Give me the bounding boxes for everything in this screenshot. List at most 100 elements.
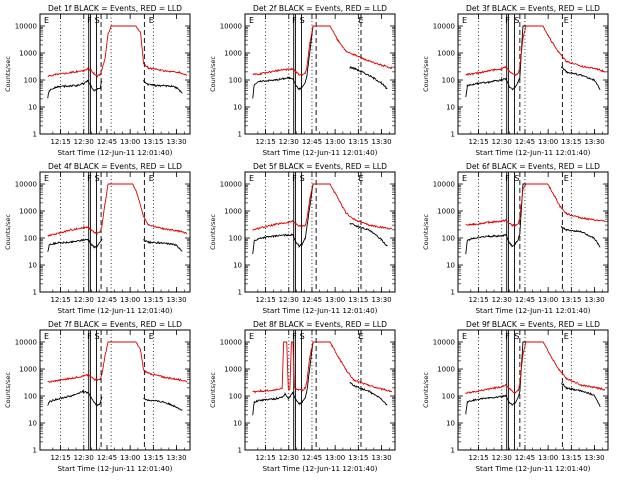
chart-title: Det 1f BLACK = Events, RED = LLD <box>48 4 182 13</box>
y-tick-label: 100 <box>24 77 37 85</box>
chart-title: Det 5f BLACK = Events, RED = LLD <box>253 162 387 171</box>
y-tick-label: 100 <box>229 235 242 243</box>
x-tick-label: 12:30 <box>74 454 94 462</box>
events-series-line <box>47 389 183 411</box>
events-series-line <box>252 183 388 255</box>
y-tick-label: 1000 <box>224 208 242 216</box>
x-tick-label: 13:00 <box>538 296 558 304</box>
y-tick-label: 100 <box>442 77 455 85</box>
marker-label-f: F <box>505 16 510 25</box>
y-tick-label: 1 <box>33 289 37 297</box>
lld-series-line <box>47 341 188 383</box>
x-tick-label: 12:30 <box>74 296 94 304</box>
events-series-line <box>47 238 183 252</box>
chart-panel-det3: Det 3f BLACK = Events, RED = LLD Counts/s… <box>422 4 609 157</box>
x-tick-label: 13:00 <box>538 138 558 146</box>
marker-label-e: E <box>358 16 363 25</box>
x-tick-label: 12:15 <box>50 454 70 462</box>
plot-area <box>252 172 393 292</box>
marker-label-e-left: E <box>44 16 49 25</box>
plot-frame <box>244 329 396 451</box>
events-series-line <box>252 25 388 99</box>
chart-panel-det5: Det 5f BLACK = Events, RED = LLD Counts/s… <box>209 162 396 315</box>
y-tick-label: 1000 <box>437 50 455 58</box>
y-tick-label: 10000 <box>433 181 455 189</box>
marker-label-e-left: E <box>462 16 467 25</box>
y-tick-label: 10 <box>28 104 37 112</box>
y-axis-label: Counts/sec <box>209 56 217 92</box>
marker-label-s: S <box>95 174 100 183</box>
plot-frame <box>39 329 191 451</box>
x-tick-label: 13:15 <box>143 138 163 146</box>
x-tick-label: 13:00 <box>325 296 345 304</box>
y-tick-label: 1 <box>238 447 242 455</box>
y-tick-label: 1000 <box>224 50 242 58</box>
x-tick-label: 12:45 <box>515 454 535 462</box>
x-tick-label: 12:30 <box>492 138 512 146</box>
x-tick-label: 12:45 <box>302 138 322 146</box>
y-tick-label: 10 <box>446 104 455 112</box>
lld-series-line <box>465 341 606 395</box>
x-axis-label: Start Time (12-Jun-11 12:01:40) <box>475 464 590 473</box>
plot-frame <box>457 329 609 451</box>
marker-label-f: F <box>292 332 297 341</box>
plot-area <box>465 330 606 450</box>
plot-frame <box>244 13 396 135</box>
y-tick-label: 10 <box>446 420 455 428</box>
lld-series-line <box>465 25 606 77</box>
x-tick-label: 13:15 <box>561 454 581 462</box>
events-series-line <box>465 341 601 415</box>
x-tick-label: 13:30 <box>166 138 186 146</box>
x-tick-label: 13:00 <box>538 454 558 462</box>
y-tick-label: 10000 <box>433 339 455 347</box>
x-tick-label: 12:45 <box>97 296 117 304</box>
marker-label-e-left: E <box>44 174 49 183</box>
lld-series-line <box>252 183 393 231</box>
x-tick-label: 12:30 <box>279 296 299 304</box>
x-tick-label: 13:30 <box>166 296 186 304</box>
marker-label-e-left: E <box>462 332 467 341</box>
marker-label-e-left: E <box>249 174 254 183</box>
y-tick-label: 10 <box>233 104 242 112</box>
y-tick-label: 1 <box>451 447 455 455</box>
x-tick-label: 13:00 <box>120 296 140 304</box>
y-tick-label: 1000 <box>224 366 242 374</box>
plot-area <box>47 172 188 292</box>
marker-label-s: S <box>95 16 100 25</box>
y-axis-label: Counts/sec <box>422 214 430 250</box>
x-tick-label: 13:30 <box>166 454 186 462</box>
plot-area <box>252 330 393 450</box>
y-axis-label: Counts/sec <box>422 56 430 92</box>
plot-frame <box>457 13 609 135</box>
marker-label-f: F <box>505 332 510 341</box>
x-tick-label: 12:45 <box>97 454 117 462</box>
marker-label-e: E <box>149 16 154 25</box>
chart-title: Det 3f BLACK = Events, RED = LLD <box>466 4 600 13</box>
y-tick-label: 100 <box>24 393 37 401</box>
x-tick-label: 13:15 <box>348 296 368 304</box>
chart-panel-det9: Det 9f BLACK = Events, RED = LLD Counts/s… <box>422 320 609 473</box>
marker-label-e: E <box>149 332 154 341</box>
events-series-line <box>252 341 388 416</box>
y-tick-label: 1000 <box>437 366 455 374</box>
marker-label-f: F <box>87 16 92 25</box>
y-tick-label: 100 <box>442 235 455 243</box>
x-tick-label: 12:15 <box>255 296 275 304</box>
x-tick-label: 13:30 <box>371 454 391 462</box>
plot-frame <box>39 171 191 293</box>
lld-series-line <box>252 341 393 394</box>
x-axis-label: Start Time (12-Jun-11 12:01:40) <box>57 464 172 473</box>
marker-label-e: E <box>564 174 569 183</box>
marker-label-f: F <box>87 332 92 341</box>
events-series-line <box>465 183 601 255</box>
y-tick-label: 1 <box>33 447 37 455</box>
x-tick-label: 12:30 <box>74 138 94 146</box>
plot-frame <box>39 13 191 135</box>
y-axis-label: Counts/sec <box>209 372 217 408</box>
marker-label-s: S <box>300 174 305 183</box>
x-tick-label: 12:45 <box>97 138 117 146</box>
chart-title: Det 7f BLACK = Events, RED = LLD <box>48 320 182 329</box>
x-tick-label: 12:30 <box>492 296 512 304</box>
x-axis-label: Start Time (12-Jun-11 12:01:40) <box>475 148 590 157</box>
